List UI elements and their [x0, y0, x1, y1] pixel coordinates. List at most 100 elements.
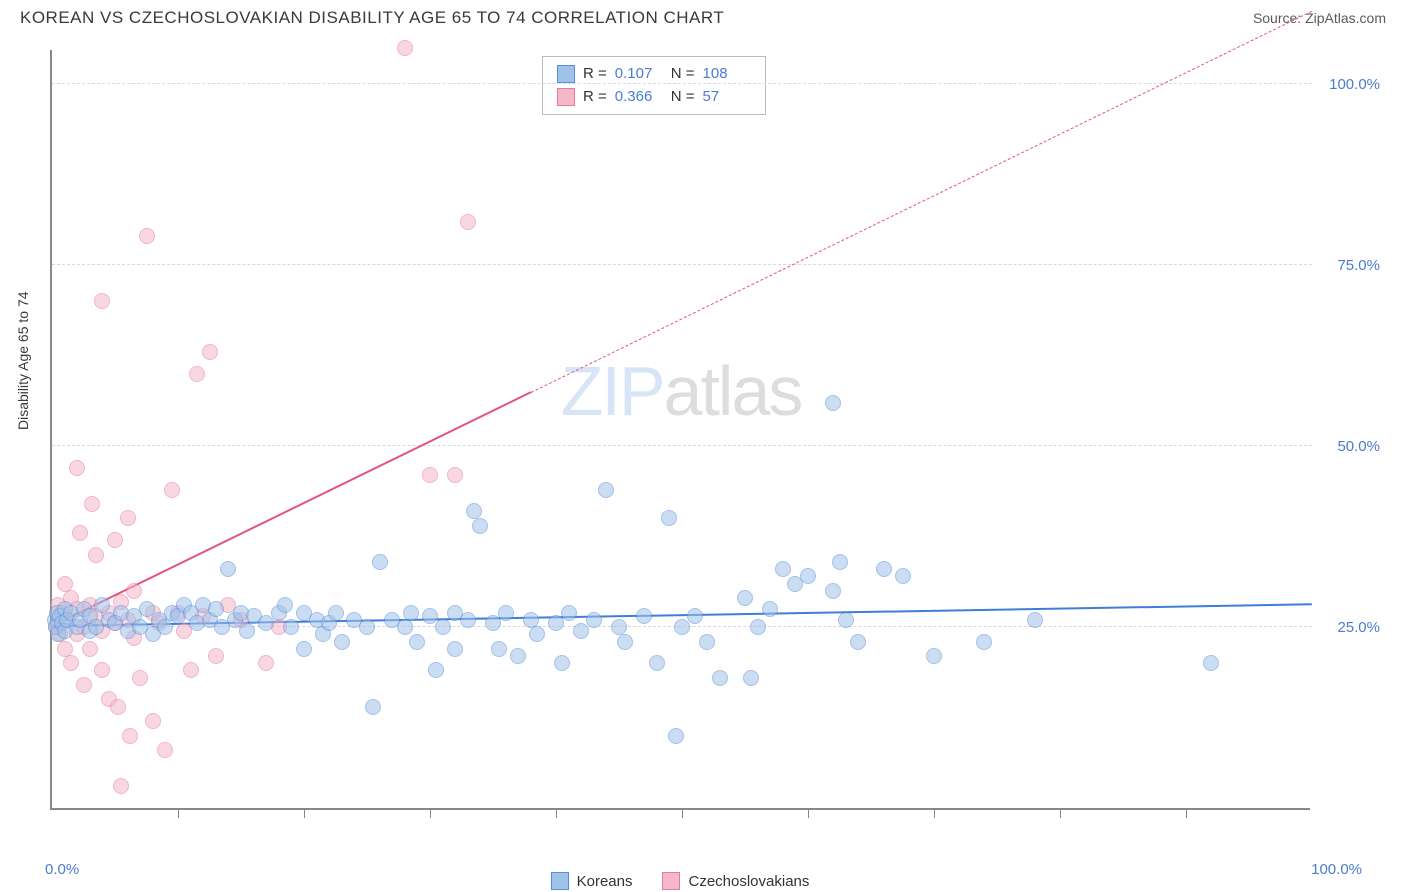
scatter-point [334, 634, 350, 650]
swatch-koreans [557, 65, 575, 83]
scatter-point [586, 612, 602, 628]
stat-r-koreans: 0.107 [615, 63, 663, 86]
scatter-point [617, 634, 633, 650]
scatter-point [122, 728, 138, 744]
scatter-point [409, 634, 425, 650]
scatter-point [498, 605, 514, 621]
legend-item-czech: Czechoslovakians [662, 872, 809, 890]
legend-label-czech: Czechoslovakians [688, 873, 809, 890]
scatter-point [82, 641, 98, 657]
x-tick [556, 808, 557, 818]
gridline-h [52, 83, 1312, 84]
scatter-point [72, 525, 88, 541]
x-tick [808, 808, 809, 818]
scatter-point [113, 778, 129, 794]
scatter-point [460, 214, 476, 230]
scatter-point [277, 597, 293, 613]
x-tick [934, 808, 935, 818]
plot-container: Disability Age 65 to 74 ZIPatlas R = 0.1… [50, 50, 1390, 850]
scatter-point [258, 655, 274, 671]
scatter-point [189, 366, 205, 382]
stat-n-koreans: 108 [703, 63, 751, 86]
x-tick [682, 808, 683, 818]
scatter-point [838, 612, 854, 628]
scatter-point [88, 547, 104, 563]
stats-row-koreans: R = 0.107 N = 108 [557, 63, 751, 86]
scatter-point [1027, 612, 1043, 628]
scatter-point [69, 460, 85, 476]
scatter-point [94, 662, 110, 678]
scatter-point [403, 605, 419, 621]
legend-swatch-koreans [551, 872, 569, 890]
gridline-h [52, 445, 1312, 446]
stats-row-czech: R = 0.366 N = 57 [557, 86, 751, 109]
scatter-point [372, 554, 388, 570]
scatter-point [687, 608, 703, 624]
scatter-point [832, 554, 848, 570]
scatter-point [76, 677, 92, 693]
scatter-point [661, 510, 677, 526]
legend-item-koreans: Koreans [551, 872, 633, 890]
scatter-point [529, 626, 545, 642]
scatter-point [775, 561, 791, 577]
scatter-point [359, 619, 375, 635]
plot-area: ZIPatlas R = 0.107 N = 108 R = 0.366 N =… [50, 50, 1310, 810]
stat-r-czech: 0.366 [615, 86, 663, 109]
scatter-point [712, 670, 728, 686]
scatter-point [743, 670, 759, 686]
scatter-point [296, 641, 312, 657]
scatter-point [283, 619, 299, 635]
scatter-point [472, 518, 488, 534]
scatter-point [94, 293, 110, 309]
gridline-h [52, 264, 1312, 265]
bottom-legend: Koreans Czechoslovakians [50, 872, 1310, 890]
scatter-point [850, 634, 866, 650]
x-tick [1060, 808, 1061, 818]
scatter-point [561, 605, 577, 621]
watermark-part2: atlas [664, 352, 802, 430]
scatter-point [668, 728, 684, 744]
scatter-point [328, 605, 344, 621]
scatter-point [139, 228, 155, 244]
scatter-point [208, 601, 224, 617]
scatter-point [132, 670, 148, 686]
y-tick-label: 100.0% [1329, 76, 1380, 93]
scatter-point [825, 583, 841, 599]
y-tick-label: 75.0% [1337, 257, 1380, 274]
source-attribution: Source: ZipAtlas.com [1253, 10, 1386, 26]
scatter-point [365, 699, 381, 715]
scatter-point [737, 590, 753, 606]
scatter-point [800, 568, 816, 584]
scatter-point [120, 510, 136, 526]
scatter-point [220, 561, 236, 577]
scatter-point [447, 467, 463, 483]
swatch-czech [557, 88, 575, 106]
x-axis-max-label: 100.0% [1311, 861, 1362, 878]
scatter-point [762, 601, 778, 617]
scatter-point [428, 662, 444, 678]
y-axis-label: Disability Age 65 to 74 [15, 291, 31, 430]
scatter-point [157, 742, 173, 758]
stat-n-label: N = [671, 63, 695, 86]
scatter-point [107, 532, 123, 548]
trend-line [52, 391, 532, 627]
scatter-point [976, 634, 992, 650]
scatter-point [397, 40, 413, 56]
y-tick-label: 25.0% [1337, 619, 1380, 636]
scatter-point [183, 662, 199, 678]
scatter-point [145, 713, 161, 729]
watermark-part1: ZIP [561, 352, 664, 430]
scatter-point [126, 583, 142, 599]
scatter-point [208, 648, 224, 664]
scatter-point [491, 641, 507, 657]
scatter-point [649, 655, 665, 671]
chart-title: KOREAN VS CZECHOSLOVAKIAN DISABILITY AGE… [20, 8, 724, 28]
scatter-point [554, 655, 570, 671]
stats-legend: R = 0.107 N = 108 R = 0.366 N = 57 [542, 56, 766, 115]
scatter-point [825, 395, 841, 411]
source-name: ZipAtlas.com [1305, 10, 1386, 26]
scatter-point [164, 482, 180, 498]
scatter-point [239, 623, 255, 639]
scatter-point [84, 496, 100, 512]
scatter-point [1203, 655, 1219, 671]
